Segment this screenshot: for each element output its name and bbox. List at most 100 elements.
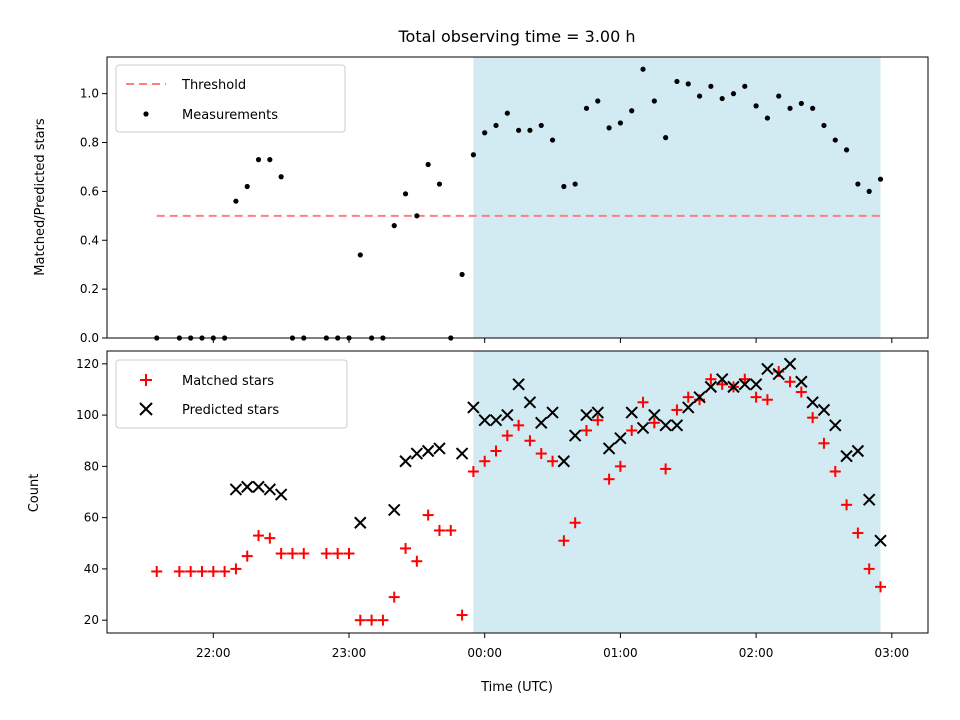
predicted-star-point <box>489 414 503 427</box>
legend-threshold-label: Threshold <box>181 78 246 93</box>
predicted-star-point <box>704 380 718 394</box>
matched-star-point <box>501 430 513 442</box>
matched-star-point <box>682 391 694 403</box>
measurement-point <box>402 191 409 197</box>
matched-star-point <box>354 614 366 626</box>
matched-star-point <box>241 550 253 562</box>
y-tick-label: 80 <box>84 459 99 473</box>
predicted-star-point <box>354 516 367 529</box>
measurement-point <box>696 93 703 99</box>
matched-star-point <box>456 609 468 621</box>
y-tick-label: 0.6 <box>80 184 99 198</box>
predicted-star-point <box>682 401 695 414</box>
measurement-point <box>391 223 397 229</box>
measurement-point <box>629 108 635 114</box>
matched-star-point <box>705 373 717 385</box>
measurement-point <box>742 83 748 89</box>
matched-star-point <box>558 535 570 547</box>
matched-star-point <box>275 548 287 560</box>
measurement-point <box>595 98 601 104</box>
predicted-star-point <box>772 367 785 381</box>
measurement-point <box>278 174 284 180</box>
top-y-ticks: 0.0 0.2 0.4 0.6 0.8 1.0 <box>80 87 107 345</box>
x-tick-label: 01:00 <box>603 646 638 660</box>
matched-star-point <box>185 565 197 577</box>
predicted-star-point <box>455 447 469 460</box>
matched-star-point <box>320 548 332 560</box>
predicted-star-point <box>783 357 797 371</box>
predicted-star-point <box>512 378 525 391</box>
predicted-star-point <box>252 480 265 494</box>
predicted-star-point <box>738 378 752 391</box>
predicted-star-point <box>535 416 548 429</box>
measurement-point <box>516 127 522 133</box>
measurement-point <box>583 105 590 111</box>
matched-star-point <box>207 565 219 577</box>
top-x-ticks <box>212 338 893 343</box>
measurement-point <box>776 93 782 99</box>
matched-star-point <box>761 394 773 406</box>
predicted-star-point <box>795 375 808 388</box>
matched-star-point <box>580 424 592 436</box>
x-axis-label: Time (UTC) <box>480 680 553 695</box>
x-tick-label: 00:00 <box>467 646 502 660</box>
top-panel: 0.0 0.2 0.4 0.6 0.8 1.0 Matched/Predicted sta… <box>33 56 929 345</box>
predicted-star-point <box>229 483 243 496</box>
matched-star-point <box>343 548 355 560</box>
top-observing-window <box>473 57 881 338</box>
measurement-point <box>414 213 420 219</box>
bottom-legend: Matched stars Predicted stars <box>115 359 348 429</box>
matched-star-point <box>422 509 434 521</box>
bottom-x-ticks: 22:00 23:00 00:00 01:00 02:00 03:00 <box>196 633 909 660</box>
measurement-point <box>787 105 793 111</box>
measurement-point <box>493 122 499 129</box>
matched-star-point <box>592 414 604 426</box>
predicted-star-point <box>467 401 480 414</box>
measurement-point <box>798 100 804 107</box>
measurement-point <box>606 125 612 131</box>
legend-measurements-label: Measurements <box>182 108 278 123</box>
x-tick-label: 03:00 <box>875 646 910 660</box>
predicted-star-point <box>862 493 876 506</box>
measurement-point <box>877 176 884 182</box>
matched-star-point <box>841 499 853 511</box>
measurement-point <box>730 91 737 97</box>
predicted-star-point <box>806 396 819 409</box>
predicted-star-point <box>274 488 288 501</box>
matched-star-point <box>614 460 626 472</box>
x-tick-label: 23:00 <box>332 646 367 660</box>
measurement-point <box>832 137 838 143</box>
predicted-star-point <box>241 480 254 494</box>
predicted-star-point <box>829 419 842 432</box>
y-tick-label: 100 <box>76 408 99 422</box>
matched-star-point <box>400 542 412 554</box>
predicted-star-point <box>388 503 401 517</box>
matched-star-point <box>479 455 491 467</box>
predicted-star-point <box>523 396 537 409</box>
y-tick-label: 20 <box>84 613 99 627</box>
y-tick-label: 1.0 <box>80 87 99 101</box>
predicted-star-point <box>410 447 424 460</box>
predicted-star-point <box>557 455 571 468</box>
predicted-stars-points <box>229 357 887 547</box>
matched-star-point <box>219 565 231 577</box>
measurement-point <box>640 66 646 72</box>
matched-star-point <box>818 437 830 449</box>
matched-star-point <box>547 455 559 467</box>
measurement-point <box>674 78 680 85</box>
measurement-point <box>651 98 657 104</box>
matched-star-point <box>829 465 841 477</box>
predicted-star-point <box>693 390 706 404</box>
predicted-star-point <box>817 403 831 417</box>
predicted-star-point <box>761 362 774 376</box>
measurement-point <box>810 105 816 111</box>
measurement-point <box>436 181 443 187</box>
measurement-point <box>617 120 624 126</box>
x-tick-label: 22:00 <box>196 646 231 660</box>
measurement-point <box>538 122 544 129</box>
matched-star-point <box>807 412 819 424</box>
y-tick-label: 0.4 <box>80 233 99 247</box>
measurement-point <box>753 103 759 109</box>
y-tick-label: 0.2 <box>80 282 99 296</box>
chart-title: Total observing time = 3.00 h <box>397 27 635 46</box>
